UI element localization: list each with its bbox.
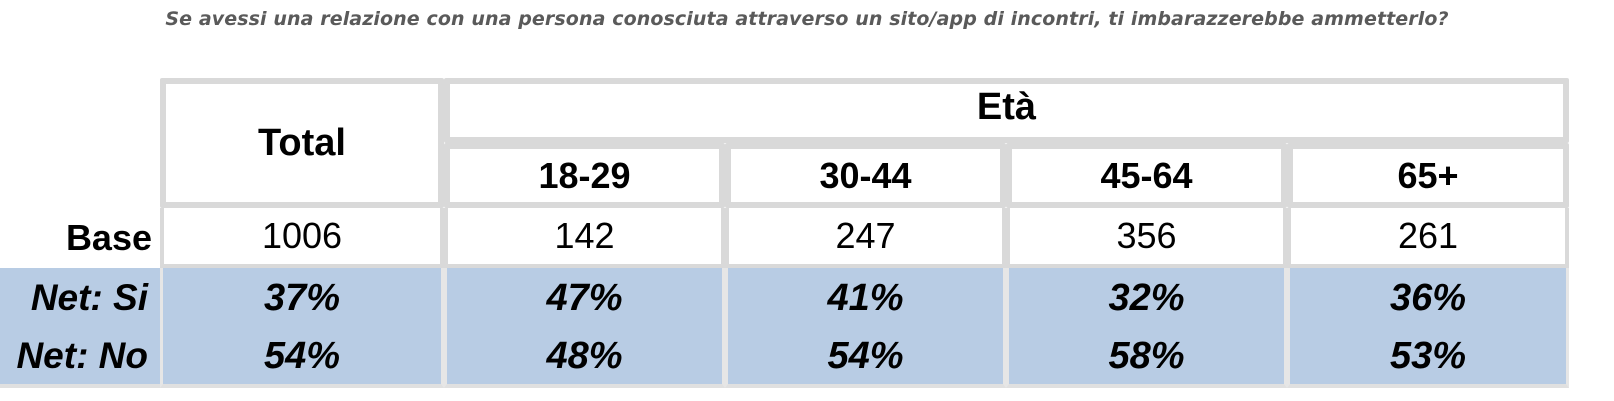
- net-no-total-value: 54%: [160, 328, 444, 388]
- age-column-header: 65+: [1287, 143, 1569, 208]
- net-si-total-value: 37%: [160, 268, 444, 328]
- net-no-value: 54%: [725, 328, 1006, 388]
- net-si-value: 47%: [444, 268, 725, 328]
- row-label-net-si: Net: Si: [0, 268, 160, 328]
- net-si-value: 41%: [725, 268, 1006, 328]
- net-no-value: 53%: [1287, 328, 1569, 388]
- results-table: Total Età 18-29 30-44 45-64 65+ Base 100…: [0, 78, 1569, 388]
- net-si-value: 32%: [1006, 268, 1287, 328]
- base-value: 247: [725, 208, 1006, 268]
- total-column-header: Total: [160, 78, 444, 208]
- net-no-value: 48%: [444, 328, 725, 388]
- row-label-net-no: Net: No: [0, 328, 160, 388]
- survey-question: Se avessi una relazione con una persona …: [0, 8, 1614, 30]
- base-total-value: 1006: [160, 208, 444, 268]
- age-group-header: Età: [444, 78, 1569, 143]
- corner-empty-cell: [0, 78, 160, 208]
- base-value: 356: [1006, 208, 1287, 268]
- age-column-header: 30-44: [725, 143, 1006, 208]
- net-si-value: 36%: [1287, 268, 1569, 328]
- age-column-header: 45-64: [1006, 143, 1287, 208]
- net-no-value: 58%: [1006, 328, 1287, 388]
- base-value: 261: [1287, 208, 1569, 268]
- age-column-header: 18-29: [444, 143, 725, 208]
- base-value: 142: [444, 208, 725, 268]
- row-label-base: Base: [0, 208, 160, 268]
